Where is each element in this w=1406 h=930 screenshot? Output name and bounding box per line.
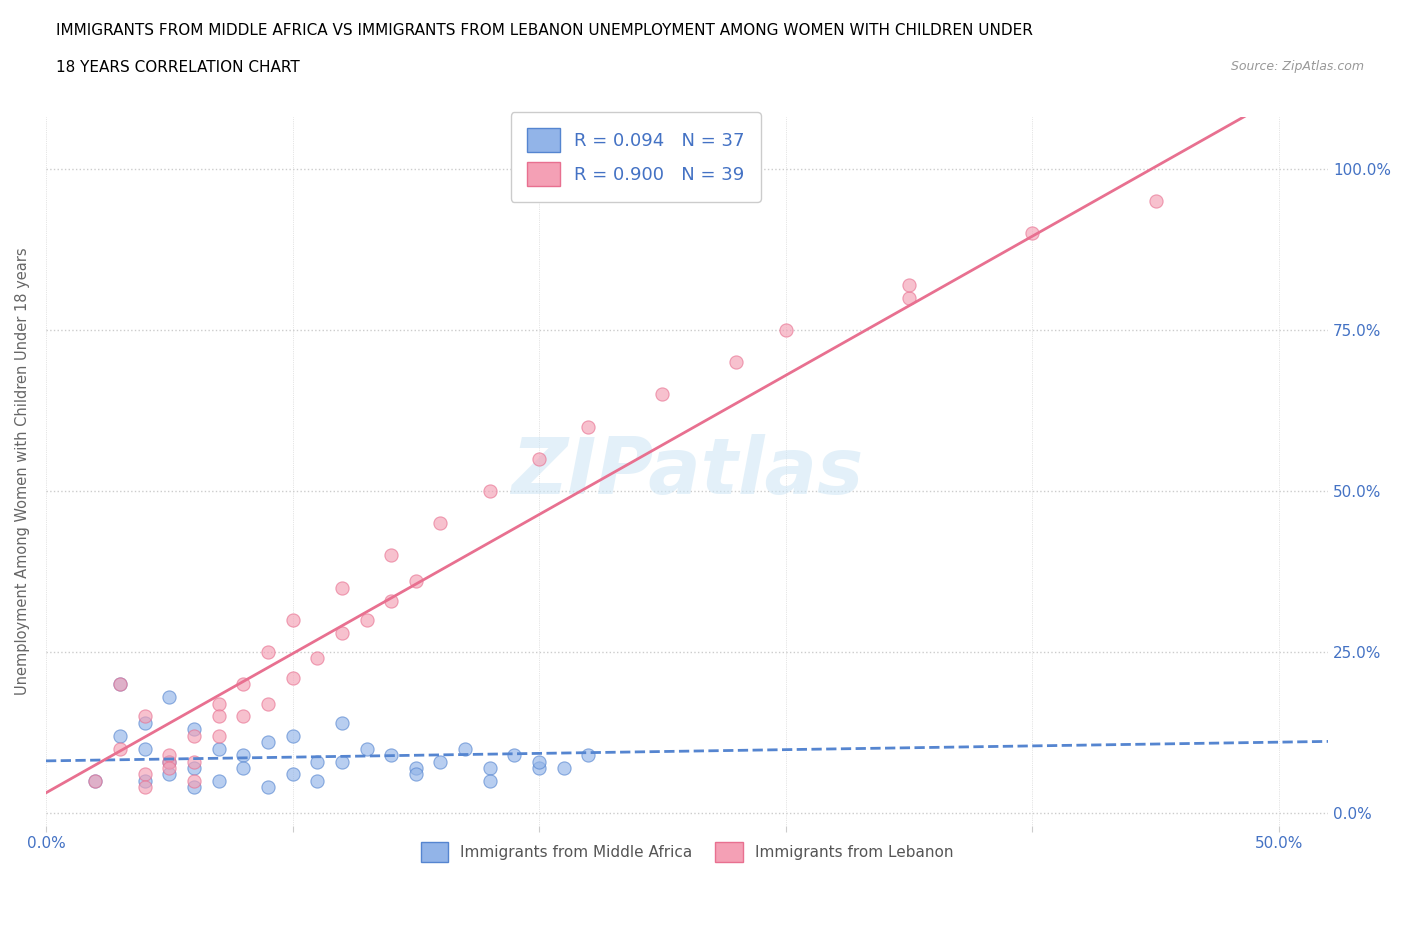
Point <box>307 754 329 769</box>
Point <box>232 709 254 724</box>
Point <box>108 677 131 692</box>
Point <box>183 728 205 743</box>
Point <box>157 761 180 776</box>
Point <box>330 625 353 640</box>
Point <box>134 715 156 730</box>
Point <box>183 754 205 769</box>
Point <box>183 761 205 776</box>
Point <box>207 741 229 756</box>
Point <box>1144 193 1167 208</box>
Point <box>478 761 501 776</box>
Point <box>478 774 501 789</box>
Point <box>380 593 402 608</box>
Point <box>454 741 477 756</box>
Point <box>84 774 107 789</box>
Text: IMMIGRANTS FROM MIDDLE AFRICA VS IMMIGRANTS FROM LEBANON UNEMPLOYMENT AMONG WOME: IMMIGRANTS FROM MIDDLE AFRICA VS IMMIGRA… <box>56 23 1033 38</box>
Point <box>134 780 156 795</box>
Point <box>405 761 427 776</box>
Point <box>307 774 329 789</box>
Point <box>897 277 920 292</box>
Point <box>775 323 797 338</box>
Point <box>232 677 254 692</box>
Point <box>281 612 304 627</box>
Point <box>503 748 526 763</box>
Point <box>183 774 205 789</box>
Point <box>578 748 600 763</box>
Point <box>330 754 353 769</box>
Point <box>134 767 156 782</box>
Legend: Immigrants from Middle Africa, Immigrants from Lebanon: Immigrants from Middle Africa, Immigrant… <box>415 836 960 868</box>
Point <box>356 741 378 756</box>
Point <box>405 574 427 589</box>
Point <box>207 709 229 724</box>
Point <box>157 754 180 769</box>
Point <box>553 761 575 776</box>
Point <box>232 761 254 776</box>
Point <box>207 697 229 711</box>
Point <box>134 709 156 724</box>
Point <box>207 728 229 743</box>
Point <box>183 722 205 737</box>
Point <box>257 697 280 711</box>
Y-axis label: Unemployment Among Women with Children Under 18 years: Unemployment Among Women with Children U… <box>15 247 30 696</box>
Point <box>257 735 280 750</box>
Text: ZIPatlas: ZIPatlas <box>510 433 863 510</box>
Point <box>281 767 304 782</box>
Point <box>183 780 205 795</box>
Point <box>307 651 329 666</box>
Point <box>651 387 673 402</box>
Point <box>897 290 920 305</box>
Point <box>207 774 229 789</box>
Point <box>134 774 156 789</box>
Point <box>257 644 280 659</box>
Point <box>527 754 550 769</box>
Point <box>330 715 353 730</box>
Point <box>725 354 748 369</box>
Point <box>1021 226 1043 241</box>
Point <box>478 484 501 498</box>
Text: Source: ZipAtlas.com: Source: ZipAtlas.com <box>1230 60 1364 73</box>
Text: 18 YEARS CORRELATION CHART: 18 YEARS CORRELATION CHART <box>56 60 299 75</box>
Point <box>232 748 254 763</box>
Point <box>108 741 131 756</box>
Point <box>157 767 180 782</box>
Point <box>257 780 280 795</box>
Point <box>527 451 550 466</box>
Point <box>380 548 402 563</box>
Point <box>157 754 180 769</box>
Point <box>157 690 180 705</box>
Point <box>405 767 427 782</box>
Point <box>578 419 600 434</box>
Point <box>157 748 180 763</box>
Point <box>380 748 402 763</box>
Point <box>108 677 131 692</box>
Point <box>108 728 131 743</box>
Point <box>356 612 378 627</box>
Point <box>281 728 304 743</box>
Point <box>281 671 304 685</box>
Point <box>330 580 353 595</box>
Point <box>429 516 451 531</box>
Point <box>84 774 107 789</box>
Point <box>429 754 451 769</box>
Point <box>527 761 550 776</box>
Point <box>134 741 156 756</box>
